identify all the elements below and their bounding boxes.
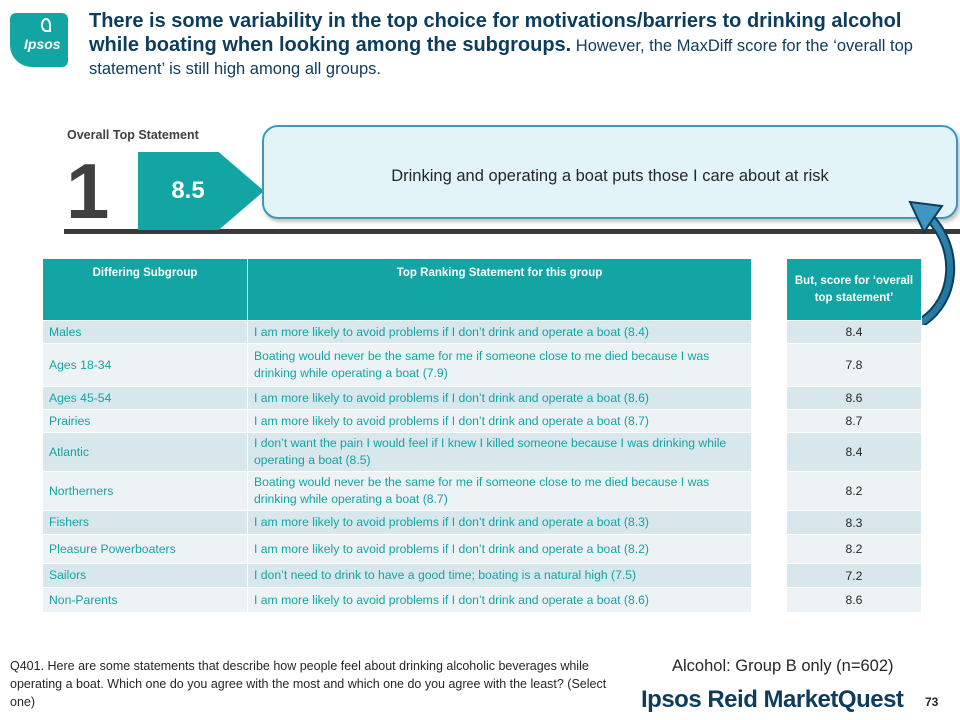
subgroup-cell: Sailors bbox=[42, 563, 248, 588]
header-subgroup: Differing Subgroup bbox=[42, 258, 248, 321]
table-row: 8.2 bbox=[786, 534, 922, 564]
table-row: 8.4 bbox=[786, 432, 922, 472]
score-cell: 8.6 bbox=[786, 386, 922, 410]
brand-logo-text: Ipsos Reid MarketQuest bbox=[641, 686, 904, 713]
table-row: Ages 18-34 Boating would never be the sa… bbox=[42, 343, 752, 387]
table-row: 7.2 bbox=[786, 563, 922, 588]
score-cell: 8.4 bbox=[786, 432, 922, 472]
statement-cell: Boating would never be the same for me i… bbox=[247, 343, 752, 387]
title-bold: There is some variability in the top cho… bbox=[89, 10, 902, 56]
score-cell: 7.8 bbox=[786, 343, 922, 387]
subgroup-cell: Non-Parents bbox=[42, 587, 248, 613]
table-row: Pleasure Powerboaters I am more likely t… bbox=[42, 534, 752, 564]
overall-statement-box: Drinking and operating a boat puts those… bbox=[262, 125, 958, 219]
subgroup-cell: Prairies bbox=[42, 409, 248, 433]
score-cell: 8.7 bbox=[786, 409, 922, 433]
statement-cell: I don’t want the pain I would feel if I … bbox=[247, 432, 752, 472]
title-normal: However, the MaxDiff score for the ‘over… bbox=[89, 37, 913, 78]
subgroup-cell: Northerners bbox=[42, 471, 248, 511]
score-cell: 8.4 bbox=[786, 320, 922, 344]
slide-title: There is some variability in the top cho… bbox=[89, 10, 949, 81]
table-row: 8.4 bbox=[786, 320, 922, 344]
subgroup-cell: Fishers bbox=[42, 510, 248, 535]
subgroup-cell: Ages 18-34 bbox=[42, 343, 248, 387]
table-row: Atlantic I don’t want the pain I would f… bbox=[42, 432, 752, 472]
subgroup-cell: Atlantic bbox=[42, 432, 248, 472]
logo-text: Ipsos bbox=[24, 36, 61, 52]
overall-score: 8.5 bbox=[171, 177, 205, 204]
table-row: Sailors I don’t need to drink to have a … bbox=[42, 563, 752, 588]
table-row: Fishers I am more likely to avoid proble… bbox=[42, 510, 752, 535]
overall-rank: 1 bbox=[66, 147, 110, 235]
table-row: 8.6 bbox=[786, 587, 922, 613]
logo-mark-icon bbox=[41, 18, 51, 32]
score-cell: 8.3 bbox=[786, 510, 922, 535]
header-overall-score: But, score for ‘overall top statement’ bbox=[786, 258, 922, 321]
statement-cell: I am more likely to avoid problems if I … bbox=[247, 320, 752, 344]
statement-cell: I am more likely to avoid problems if I … bbox=[247, 510, 752, 535]
table-row: Prairies I am more likely to avoid probl… bbox=[42, 409, 752, 433]
table-row: Non-Parents I am more likely to avoid pr… bbox=[42, 587, 752, 613]
subgroup-table: Differing Subgroup Top Ranking Statement… bbox=[42, 258, 752, 613]
table-row: 7.8 bbox=[786, 343, 922, 387]
statement-cell: Boating would never be the same for me i… bbox=[247, 471, 752, 511]
table-row: 8.6 bbox=[786, 386, 922, 410]
divider-line bbox=[64, 229, 960, 234]
statement-cell: I am more likely to avoid problems if I … bbox=[247, 534, 752, 564]
score-cell: 8.2 bbox=[786, 471, 922, 511]
subgroup-cell: Pleasure Powerboaters bbox=[42, 534, 248, 564]
table-row: Northerners Boating would never be the s… bbox=[42, 471, 752, 511]
table-row: 8.2 bbox=[786, 471, 922, 511]
subgroup-cell: Males bbox=[42, 320, 248, 344]
table-row: Ages 45-54 I am more likely to avoid pro… bbox=[42, 386, 752, 410]
statement-cell: I am more likely to avoid problems if I … bbox=[247, 386, 752, 410]
question-footnote: Q401. Here are some statements that desc… bbox=[10, 659, 607, 709]
ipsos-logo: Ipsos bbox=[10, 13, 68, 67]
table-row: Males I am more likely to avoid problems… bbox=[42, 320, 752, 344]
statement-cell: I am more likely to avoid problems if I … bbox=[247, 587, 752, 613]
table-row: 8.7 bbox=[786, 409, 922, 433]
table-row: 8.3 bbox=[786, 510, 922, 535]
score-cell: 8.6 bbox=[786, 587, 922, 613]
page-number: 73 bbox=[925, 695, 939, 709]
overall-score-table: But, score for ‘overall top statement’ 8… bbox=[786, 258, 922, 613]
base-size-note: Alcohol: Group B only (n=602) bbox=[672, 657, 894, 675]
subgroup-cell: Ages 45-54 bbox=[42, 386, 248, 410]
overall-top-statement-label: Overall Top Statement bbox=[67, 128, 199, 142]
score-cell: 8.2 bbox=[786, 534, 922, 564]
score-cell: 7.2 bbox=[786, 563, 922, 588]
overall-statement-text: Drinking and operating a boat puts those… bbox=[391, 167, 829, 185]
header-top-statement: Top Ranking Statement for this group bbox=[247, 258, 752, 321]
statement-cell: I am more likely to avoid problems if I … bbox=[247, 409, 752, 433]
statement-cell: I don’t need to drink to have a good tim… bbox=[247, 563, 752, 588]
curved-arrow-icon bbox=[908, 200, 956, 325]
